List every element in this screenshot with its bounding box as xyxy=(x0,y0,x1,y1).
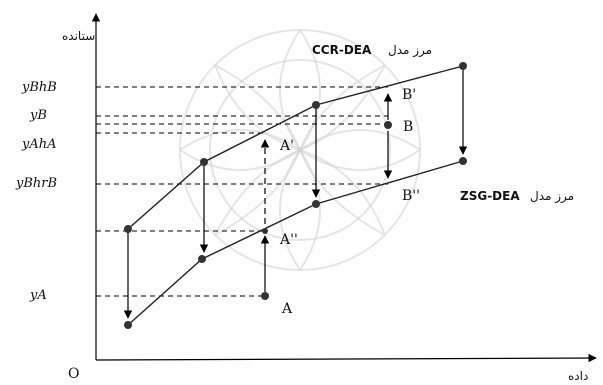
x-axis xyxy=(95,353,597,363)
point-a-dprime xyxy=(262,228,268,234)
ccr-frontier-line xyxy=(127,65,464,230)
label-ybhrb: yBhrB xyxy=(15,176,57,191)
label-ya: yA xyxy=(29,288,47,303)
label-a-prime: A' xyxy=(279,138,294,154)
ccr-frontier-prefix: مرز مدل xyxy=(388,43,432,58)
label-yaha: yAhA xyxy=(21,137,57,152)
point-a xyxy=(261,292,269,300)
ccr-point-1 xyxy=(124,225,132,233)
zsg-frontier-prefix: مرز مدل xyxy=(530,189,574,204)
label-a: A xyxy=(281,301,293,317)
zsg-point-4 xyxy=(459,157,467,165)
zsg-frontier-name: ZSG-DEA xyxy=(460,189,520,203)
watermark-emblem xyxy=(179,29,421,271)
label-yb: yB xyxy=(29,108,47,123)
zsg-point-2 xyxy=(198,255,206,263)
ccr-point-2 xyxy=(200,158,208,166)
label-b: B xyxy=(403,119,413,135)
label-b-dprime: B'' xyxy=(402,188,420,204)
x-axis-title: داده xyxy=(568,369,588,383)
label-ybhb: yBhB xyxy=(21,80,57,95)
zsg-point-3 xyxy=(312,200,320,208)
ccr-point-4 xyxy=(459,62,467,70)
y-axis-title: ستانده xyxy=(62,29,95,43)
zsg-point-1 xyxy=(124,321,132,329)
point-b xyxy=(384,121,392,129)
ccr-point-3 xyxy=(312,101,320,109)
origin-label: O xyxy=(68,366,79,382)
zsg-frontier-line xyxy=(127,160,464,326)
label-b-prime: B' xyxy=(402,87,416,103)
ccr-frontier-name: CCR-DEA xyxy=(312,43,372,57)
label-a-dprime: A'' xyxy=(279,232,298,248)
